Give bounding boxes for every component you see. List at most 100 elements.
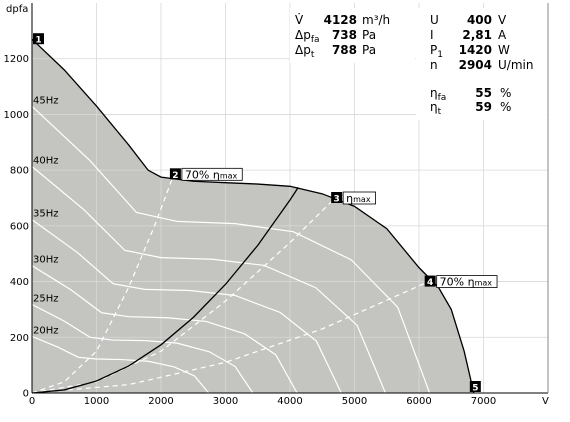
marker-label: 2 <box>172 171 178 181</box>
param-symbol: Δpfa <box>295 28 320 45</box>
symbol: η <box>430 86 438 100</box>
y-tick-label: 1000 <box>4 110 29 121</box>
speed-curve <box>31 219 342 394</box>
speed-curve <box>31 335 210 394</box>
note-text: 70% η <box>185 168 220 181</box>
x-tick-label: 3000 <box>213 396 238 407</box>
symbol: U <box>430 13 439 27</box>
speed-curve <box>31 303 254 394</box>
marker-note-box <box>342 191 376 205</box>
fan-area <box>32 39 474 393</box>
efficiency-line <box>31 174 175 394</box>
y-tick-label: 1200 <box>4 54 29 65</box>
param-value: 4128 <box>324 13 357 27</box>
param-unit: V <box>498 13 507 27</box>
param-unit: % <box>500 100 511 114</box>
symbol: η <box>430 100 438 114</box>
speed-curve <box>31 166 387 394</box>
speed-label: 40Hz <box>33 156 59 167</box>
y-axis-label: dpfa <box>6 4 28 15</box>
param-symbol: P1 <box>430 43 443 60</box>
y-tick-label: 200 <box>10 333 29 344</box>
marker <box>424 275 436 287</box>
x-tick-label: 7000 <box>471 396 496 407</box>
marker-note-box <box>181 167 243 181</box>
system-curve <box>31 187 299 394</box>
param-unit: W <box>498 43 510 57</box>
x-tick-label: 4000 <box>277 396 302 407</box>
marker-label: 3 <box>334 195 340 205</box>
y-tick-label: 800 <box>10 166 29 177</box>
symbol: Δp <box>295 43 311 57</box>
marker-note-box <box>436 275 498 288</box>
note-text: 70% η <box>440 276 475 289</box>
param-value: 2904 <box>459 58 492 72</box>
symbol: n <box>430 58 438 72</box>
symbol: V̇ <box>295 13 304 27</box>
param-value: 738 <box>332 28 357 42</box>
note-text: η <box>346 192 353 205</box>
param-value: 2,81 <box>462 28 492 42</box>
y-tick-label: 400 <box>10 277 29 288</box>
symbol: I <box>430 28 434 42</box>
note-sub: max <box>475 279 493 288</box>
param-unit: m³/h <box>362 13 390 27</box>
symbol: P <box>430 43 437 57</box>
speed-curve <box>31 265 298 394</box>
y-tick-label: 600 <box>10 221 29 232</box>
symbol-sub: t <box>311 50 315 60</box>
x-tick-label: 2000 <box>148 396 173 407</box>
x-tick-label: 1000 <box>84 396 109 407</box>
fan-curve <box>31 38 475 394</box>
marker <box>331 192 343 203</box>
marker-note: ηmax <box>346 192 371 205</box>
y-tick-label: 0 <box>23 389 29 400</box>
efficiency-line <box>31 281 429 394</box>
marker-label: 4 <box>427 278 433 288</box>
param-symbol: I <box>430 28 434 42</box>
param-symbol: Δpt <box>295 43 315 60</box>
symbol-sub: fa <box>311 35 320 45</box>
x-tick-label: 6000 <box>406 396 431 407</box>
marker <box>33 33 44 45</box>
marker-label: 5 <box>472 384 478 394</box>
param-symbol: U <box>430 13 439 27</box>
param-value: 400 <box>467 13 492 27</box>
param-value: 788 <box>332 43 357 57</box>
speed-label: 45Hz <box>33 95 59 106</box>
speed-label: 30Hz <box>33 255 59 266</box>
note-sub: max <box>353 195 371 204</box>
param-symbol: n <box>430 58 438 72</box>
x-tick-label: 5000 <box>342 396 367 407</box>
param-value: 55 <box>475 86 492 100</box>
param-value: 59 <box>475 100 492 114</box>
note-sub: max <box>220 171 238 180</box>
x-tick-label: 0 <box>29 396 35 407</box>
param-unit: Pa <box>362 43 376 57</box>
param-unit: A <box>498 28 507 42</box>
param-value: 1420 <box>459 43 492 57</box>
speed-label: 25Hz <box>33 293 59 304</box>
speed-label: 35Hz <box>33 209 59 220</box>
marker <box>469 381 481 392</box>
symbol-sub: fa <box>438 93 447 103</box>
symbol-sub: t <box>438 107 442 117</box>
speed-label: 20Hz <box>33 325 59 336</box>
marker-note: 70% ηmax <box>185 168 238 181</box>
param-unit: % <box>500 86 511 100</box>
marker-note: 70% ηmax <box>440 276 493 289</box>
info-bg <box>416 8 547 120</box>
speed-curve <box>31 105 431 394</box>
param-unit: U/min <box>498 58 533 72</box>
x-axis-label: V <box>542 396 549 407</box>
marker <box>169 168 181 180</box>
marker-label: 1 <box>35 36 41 46</box>
param-symbol: ηfa <box>430 86 446 103</box>
param-unit: Pa <box>362 28 376 42</box>
param-symbol: V̇ <box>295 13 304 27</box>
symbol: Δp <box>295 28 311 42</box>
symbol-sub: 1 <box>437 50 443 60</box>
info-bg <box>290 8 415 63</box>
